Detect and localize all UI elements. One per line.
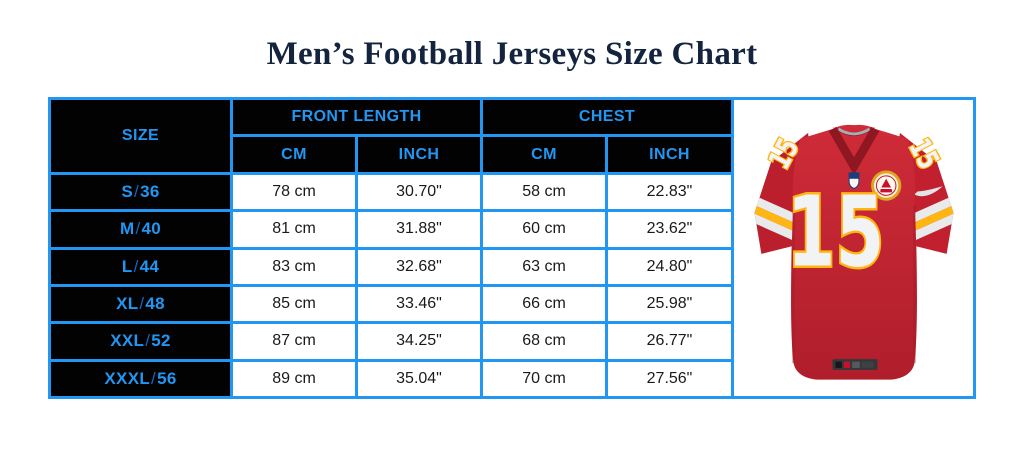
chest-inch-value: 22.83" xyxy=(605,171,734,213)
table-row: L/44 83 cm 32.68" 63 cm 24.80" xyxy=(48,246,975,287)
page-title: Men’s Football Jerseys Size Chart xyxy=(266,36,758,72)
jersey-illustration: 15 15 15 xyxy=(754,124,953,380)
chest-cm-value: 58 cm xyxy=(480,171,608,213)
front-length-inch-value: 32.68" xyxy=(355,246,483,287)
team-patch-icon xyxy=(870,170,901,201)
chest-inch-value: 27.56" xyxy=(605,358,734,400)
size-label: XL/48 xyxy=(48,283,233,325)
column-header-front-length: FRONT LENGTH xyxy=(230,96,483,138)
jersey-collar xyxy=(828,126,879,175)
chest-inch-value: 24.80" xyxy=(605,246,734,287)
nfl-shield-icon xyxy=(848,172,859,190)
chest-cm-value: 60 cm xyxy=(480,209,608,250)
front-length-inch-value: 30.70" xyxy=(355,171,483,213)
front-length-cm-value: 83 cm xyxy=(230,246,358,287)
table-row: M/40 81 cm 31.88" 60 cm 23.62" xyxy=(48,209,975,250)
table-row: S/36 78 cm 30.70" 58 cm 22.83" xyxy=(48,171,975,213)
table-row: XXL/52 87 cm 34.25" 68 cm 26.77" xyxy=(48,321,975,362)
size-chart-container: SIZE FRONT LENGTH CHEST xyxy=(48,96,1024,400)
front-length-cm-value: 87 cm xyxy=(230,321,358,362)
front-length-inch-value: 31.88" xyxy=(355,209,483,250)
chest-cm-value: 68 cm xyxy=(480,321,608,362)
jersey-hem-tag xyxy=(832,359,877,370)
subheader-chest-inch: INCH xyxy=(605,134,734,175)
nike-swoosh-icon xyxy=(913,186,943,197)
subheader-chest-cm: CM xyxy=(480,134,608,175)
subheader-front-inch: INCH xyxy=(355,134,483,175)
size-label: XXXL/56 xyxy=(48,358,233,400)
table-row: XL/48 85 cm 33.46" 66 cm 25.98" xyxy=(48,283,975,325)
chest-cm-value: 66 cm xyxy=(480,283,608,325)
column-header-size: SIZE xyxy=(48,97,233,175)
front-length-cm-value: 85 cm xyxy=(230,283,358,325)
front-length-cm-value: 78 cm xyxy=(230,171,358,213)
front-length-inch-value: 34.25" xyxy=(355,321,483,362)
front-length-inch-value: 33.46" xyxy=(355,283,483,325)
size-label: S/36 xyxy=(48,171,233,213)
chest-cm-value: 70 cm xyxy=(480,358,608,400)
table-row: XXXL/56 89 cm 35.04" 70 cm 27.56" xyxy=(48,358,975,400)
front-length-inch-value: 35.04" xyxy=(355,358,483,400)
column-header-chest: CHEST xyxy=(480,96,734,138)
front-length-cm-value: 89 cm xyxy=(230,358,358,400)
size-label: XXL/52 xyxy=(48,321,233,362)
jersey-product-image: 15 15 15 xyxy=(731,97,976,399)
size-label: M/40 xyxy=(48,209,233,250)
jersey-number: 15 xyxy=(786,176,884,290)
size-chart-table: SIZE FRONT LENGTH CHEST xyxy=(48,96,976,400)
chest-inch-value: 23.62" xyxy=(605,209,734,250)
size-label: L/44 xyxy=(48,246,233,287)
chest-cm-value: 63 cm xyxy=(480,246,608,287)
front-length-cm-value: 81 cm xyxy=(230,209,358,250)
chest-inch-value: 25.98" xyxy=(605,283,734,325)
chest-inch-value: 26.77" xyxy=(605,321,734,362)
subheader-front-cm: CM xyxy=(230,134,358,175)
